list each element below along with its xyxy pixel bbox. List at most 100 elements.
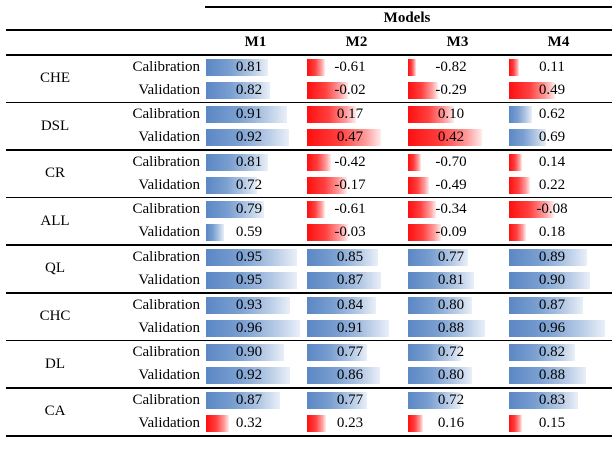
- cell-value: 0.81: [235, 58, 263, 75]
- cell-value: 0.15: [538, 414, 566, 431]
- blue-data-bar: [509, 296, 583, 314]
- red-data-bar: [307, 201, 325, 219]
- value-cell: -0.29: [407, 79, 508, 102]
- value-cell: 0.22: [508, 174, 609, 197]
- cell-value: 0.18: [538, 224, 566, 241]
- cell-value: -0.29: [435, 81, 467, 98]
- cell-value: 0.88: [437, 319, 465, 336]
- red-data-bar: [509, 153, 522, 171]
- value-cell: -0.03: [306, 221, 407, 244]
- red-data-bar: [408, 201, 436, 219]
- red-data-bar: [509, 224, 526, 242]
- series-label: Validation: [138, 319, 200, 336]
- value-cell: 0.16: [407, 412, 508, 435]
- value-cell: 0.87: [508, 294, 609, 317]
- value-cell: -0.49: [407, 174, 508, 197]
- column-header-m1: M1: [244, 33, 267, 50]
- cell-value: -0.17: [334, 176, 366, 193]
- red-data-bar: [509, 58, 519, 76]
- cell-value: 0.81: [437, 271, 465, 288]
- value-cell: -0.61: [306, 56, 407, 79]
- value-cell: -0.42: [306, 151, 407, 174]
- value-cell: 0.91: [205, 103, 306, 126]
- value-cell: 0.77: [306, 389, 407, 412]
- metric-group-all: ALL Calibration 0.79 -0.61 -0.34 -0.08 Validat…: [0, 198, 615, 244]
- group-separator-rule: [6, 339, 612, 342]
- value-cell: 0.42: [407, 126, 508, 149]
- blue-data-bar: [408, 248, 468, 266]
- metric-group-dl: DL Calibration 0.90 0.77 0.72 0.82 Validation 0…: [0, 341, 615, 387]
- value-cell: -0.34: [407, 198, 508, 221]
- value-cell: 0.72: [205, 174, 306, 197]
- series-label: Calibration: [132, 248, 201, 265]
- red-data-bar: [307, 153, 331, 171]
- blue-data-bar: [509, 271, 590, 289]
- blue-data-bar: [509, 129, 546, 147]
- group-separator-rule: [6, 196, 612, 199]
- series-label: Calibration: [132, 296, 201, 313]
- cell-value: 0.17: [336, 106, 364, 123]
- blue-data-bar: [206, 344, 284, 362]
- metric-label: QL: [45, 260, 65, 277]
- cell-value: -0.34: [435, 201, 467, 218]
- cell-value: 0.72: [437, 344, 465, 361]
- red-data-bar: [206, 414, 229, 432]
- cell-value: -0.42: [334, 153, 366, 170]
- value-cell: 0.96: [508, 317, 609, 340]
- metric-label: CR: [44, 165, 65, 182]
- series-label: Calibration: [132, 58, 201, 75]
- value-cell: 0.11: [508, 56, 609, 79]
- cell-value: 0.90: [538, 271, 566, 288]
- blue-data-bar: [206, 153, 268, 171]
- value-cell: 0.88: [508, 364, 609, 387]
- value-cell: 0.80: [407, 364, 508, 387]
- blue-data-bar: [307, 391, 367, 409]
- series-label: Validation: [138, 414, 200, 431]
- column-header-row: M1 M2 M3 M4: [0, 31, 615, 54]
- value-cell: 0.72: [407, 389, 508, 412]
- red-data-bar: [307, 224, 348, 242]
- cell-value: 0.49: [538, 81, 566, 98]
- value-cell: -0.82: [407, 56, 508, 79]
- series-label: Calibration: [132, 201, 201, 218]
- cell-value: 0.89: [538, 248, 566, 265]
- red-data-bar: [307, 414, 326, 432]
- cell-value: 0.87: [235, 391, 263, 408]
- cell-value: 0.80: [437, 296, 465, 313]
- cell-value: -0.02: [334, 81, 366, 98]
- cell-value: 0.92: [235, 367, 263, 384]
- red-data-bar: [408, 81, 438, 99]
- cell-value: 0.23: [336, 414, 364, 431]
- value-cell: 0.92: [205, 364, 306, 387]
- cell-value: 0.69: [538, 129, 566, 146]
- red-data-bar: [408, 153, 421, 171]
- value-cell: -0.70: [407, 151, 508, 174]
- cell-value: 0.82: [538, 344, 566, 361]
- cell-value: 0.77: [336, 344, 364, 361]
- blue-data-bar: [307, 296, 376, 314]
- value-cell: 0.84: [306, 294, 407, 317]
- blue-data-bar: [509, 391, 578, 409]
- blue-data-bar: [206, 391, 280, 409]
- series-label: Validation: [138, 271, 200, 288]
- group-separator-rule: [6, 101, 612, 104]
- blue-data-bar: [408, 296, 472, 314]
- cell-value: 0.85: [336, 248, 364, 265]
- red-data-bar: [307, 176, 347, 194]
- cell-value: 0.14: [538, 153, 566, 170]
- group-separator-rule: [6, 387, 612, 389]
- blue-data-bar: [509, 367, 586, 385]
- blue-data-bar: [206, 106, 287, 124]
- red-data-bar: [307, 58, 325, 76]
- column-header-m2: M2: [345, 33, 368, 50]
- blue-data-bar: [206, 296, 290, 314]
- cell-value: 0.42: [437, 129, 465, 146]
- value-cell: 0.81: [407, 269, 508, 292]
- blue-data-bar: [408, 367, 472, 385]
- metric-label: CHE: [40, 70, 70, 87]
- series-label: Calibration: [132, 153, 201, 170]
- blue-data-bar: [206, 176, 257, 194]
- cell-value: 0.77: [437, 248, 465, 265]
- value-cell: 0.87: [306, 269, 407, 292]
